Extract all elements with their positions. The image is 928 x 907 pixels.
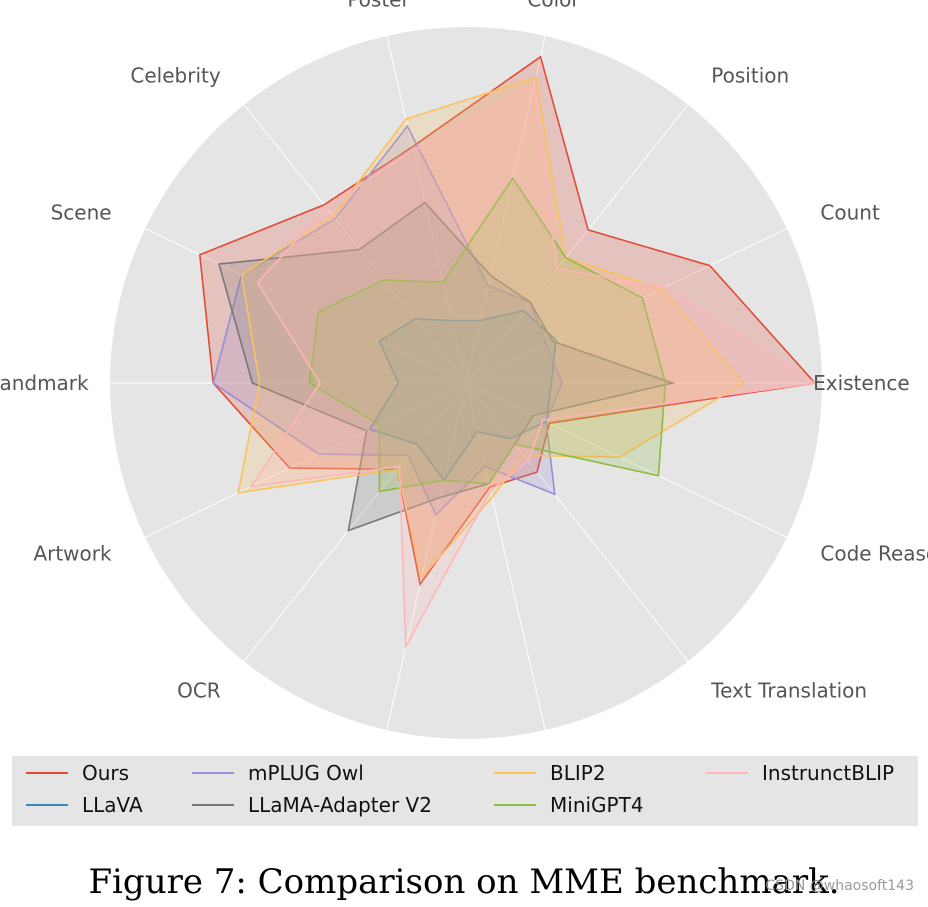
spoke-poster [386,35,467,384]
legend: Ours LLaVA mPLUG Owl LLaMA-Adapter V2 BLIP2 M… [12,756,918,826]
legend-label: Ours [82,761,130,785]
legend-item-ours: Ours [26,758,129,788]
series-minigpt4 [308,176,667,493]
legend-item-minigpt4: MiniGPT4 [494,790,644,820]
spoke-celebrity [243,104,467,384]
legend-item-blip2: BLIP2 [494,758,606,788]
series-blip2 [237,76,745,580]
axis-label-position: Position [711,63,789,87]
spoke-scene [145,228,467,384]
legend-item-instrunctblip: InstrunctBLIP [706,758,894,788]
spoke-numerical [465,382,546,731]
legend-item-llava: LLaVA [26,790,143,820]
spoke-position [465,104,689,384]
axis-labels: Existence Count Position Color Poster Celebri… [0,0,928,760]
legend-label: InstrunctBLIP [762,761,895,785]
axis-label-code-reasoning: Code Reasoning [820,542,928,566]
radar-series [198,55,818,650]
legend-swatch [26,772,68,774]
radar-grid [110,27,822,739]
spoke-commonsense [386,382,467,731]
axis-label-landmark: Landmark [0,371,89,395]
spoke-color [465,35,546,384]
axis-label-artwork: Artwork [33,542,112,566]
spoke-code-reasoning [465,382,787,538]
axis-label-text-translation: Text Translation [710,679,867,703]
series-llava [368,309,557,482]
series-mplug-owl [212,124,563,517]
axis-label-ocr: OCR [177,679,221,703]
legend-label: LLaMA-Adapter V2 [248,793,432,817]
axis-label-poster: Poster [347,0,410,12]
series-instrunctblip [249,83,818,650]
axis-label-celebrity: Celebrity [130,63,220,87]
legend-swatch [192,804,234,806]
axis-label-count: Count [820,200,880,224]
legend-label: BLIP2 [550,761,606,785]
axis-label-color: Color [527,0,580,12]
spoke-text-translation [465,382,689,662]
figure-caption: Figure 7: Comparison on MME benchmark. [88,862,840,902]
legend-swatch [494,772,536,774]
axis-label-existence: Existence [813,371,910,395]
legend-swatch [494,804,536,806]
spoke-count [465,228,787,384]
watermark: CSDN @whaosoft143 [765,878,914,894]
legend-swatch [192,772,234,774]
legend-swatch [26,804,68,806]
legend-label: LLaVA [82,793,143,817]
spoke-artwork [145,382,467,538]
legend-item-llama-adapter-v2: LLaMA-Adapter V2 [192,790,432,820]
radar-chart: Existence Count Position Color Poster Celebri… [0,0,928,760]
legend-swatch [706,772,748,774]
legend-item-mplug-owl: mPLUG Owl [192,758,364,788]
spoke-ocr [243,382,467,662]
axis-label-scene: Scene [51,200,112,224]
legend-label: mPLUG Owl [248,761,364,785]
legend-label: MiniGPT4 [550,793,644,817]
